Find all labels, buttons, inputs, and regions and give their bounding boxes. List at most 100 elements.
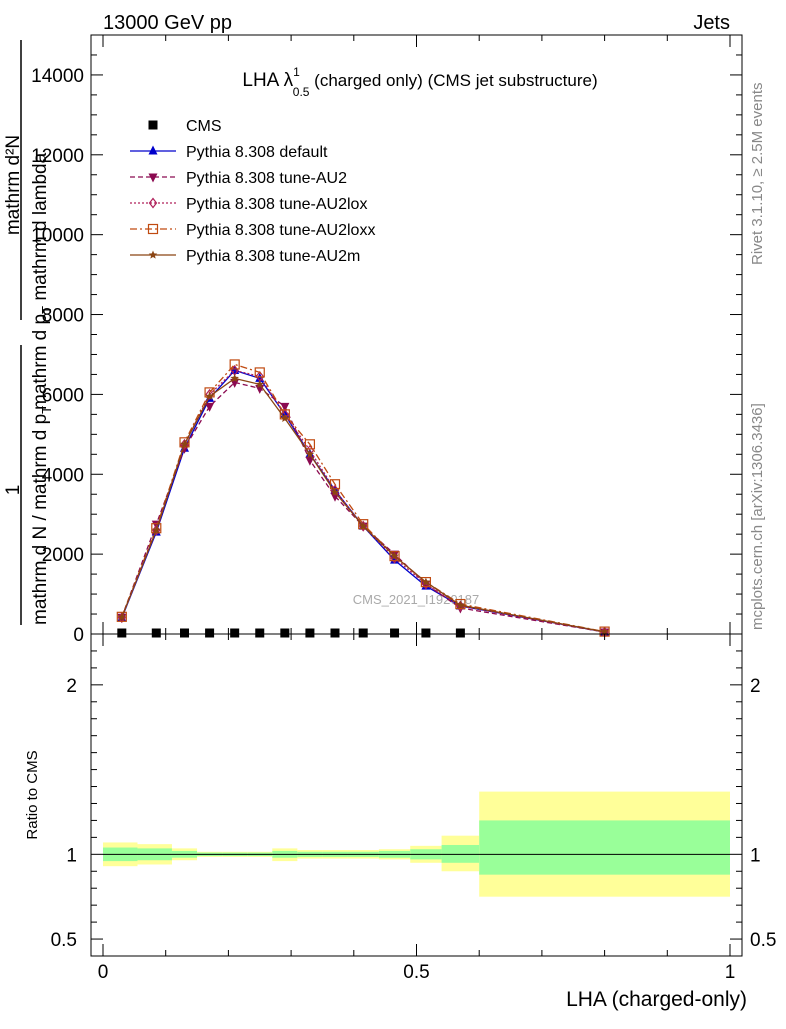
ylabel-denominator-2: mathrm d pT mathrm d lambda xyxy=(30,152,54,410)
data-point xyxy=(254,367,265,378)
data-point xyxy=(117,628,127,638)
legend-label: Pythia 8.308 tune-AU2m xyxy=(186,248,360,265)
title-sup: 1 xyxy=(293,65,300,79)
main-y-tick-label: 8000 xyxy=(42,306,84,327)
data-point xyxy=(151,628,161,638)
main-x-ticks xyxy=(102,35,731,634)
data-point xyxy=(330,487,340,496)
rivet-label: Rivet 3.1.10, ≥ 2.5M events xyxy=(749,83,766,266)
data-point xyxy=(305,449,315,458)
ratio-y-tick-label: 1 xyxy=(66,845,77,866)
data-point xyxy=(421,577,431,586)
data-point xyxy=(255,628,265,638)
main-y-tick-label: 10000 xyxy=(31,226,84,247)
legend-item: CMS xyxy=(148,118,222,135)
legend-item: Pythia 8.308 tune-AU2lox xyxy=(130,196,367,213)
data-point xyxy=(205,402,215,412)
data-point xyxy=(230,373,239,383)
main-y-tick-label: 0 xyxy=(73,625,84,646)
data-point xyxy=(421,628,431,638)
data-point xyxy=(151,523,162,534)
legend-marker xyxy=(148,197,158,209)
data-point xyxy=(280,413,290,422)
data-point xyxy=(455,598,466,610)
series-5 xyxy=(117,373,609,636)
data-point xyxy=(229,359,240,370)
data-point xyxy=(280,628,290,638)
ratio-y-ticks: 0.5 0.5 1 1 2 2 xyxy=(51,650,776,951)
title-lambda: λ xyxy=(284,70,294,91)
main-y-ticks: 0 2000 4000 6000 8000 10000 12000 14000 xyxy=(31,54,742,646)
main-y-tick-label: 12000 xyxy=(31,146,84,167)
ratio-y-tick-label-right: 0.5 xyxy=(750,930,776,951)
header-right: Jets xyxy=(693,12,730,34)
main-y-tick-label: 2000 xyxy=(42,545,84,566)
data-point xyxy=(389,551,400,562)
main-y-tick-label: 14000 xyxy=(31,66,84,87)
x-axis-label: LHA (charged-only) xyxy=(566,988,747,1011)
main-series-group xyxy=(116,359,610,638)
data-point xyxy=(230,628,240,638)
data-point xyxy=(180,628,190,638)
legend-marker xyxy=(148,173,158,183)
data-point xyxy=(420,576,432,588)
legend-marker xyxy=(148,120,158,130)
data-point xyxy=(455,628,465,638)
series-line xyxy=(121,377,605,633)
data-point xyxy=(390,552,399,564)
data-point xyxy=(152,525,161,534)
ratio-y-label: Ratio to CMS xyxy=(24,750,41,839)
data-point xyxy=(255,379,265,389)
title-suffix: (charged only) (CMS jet substructure) xyxy=(309,71,597,90)
data-point xyxy=(205,391,214,401)
data-point xyxy=(205,388,214,400)
ylabel-one: 1 xyxy=(3,485,24,496)
ratio-y-tick-label: 0.5 xyxy=(51,930,77,951)
data-point xyxy=(280,402,290,412)
legend-label: CMS xyxy=(186,118,222,135)
legend: CMS Pythia 8.308 default Pythia 8.308 tune… xyxy=(130,118,375,265)
data-point xyxy=(390,551,399,560)
legend-label: Pythia 8.308 tune-AU2loxx xyxy=(186,222,375,239)
data-point xyxy=(180,439,189,448)
data-point xyxy=(600,627,609,636)
data-point xyxy=(205,628,215,638)
legend-item: Pythia 8.308 default xyxy=(130,144,328,161)
ratio-band-inner xyxy=(479,820,730,875)
legend-item: Pythia 8.308 tune-AU2m xyxy=(130,248,360,265)
title-sub: 0.5 xyxy=(293,85,310,99)
data-point xyxy=(358,519,369,530)
ratio-bands xyxy=(103,791,730,897)
data-point xyxy=(179,437,190,448)
mcplots-label: mcplots.cern.ch [arXiv:1306.3436] xyxy=(749,403,766,630)
data-point xyxy=(305,628,315,638)
legend-label: Pythia 8.308 default xyxy=(186,144,328,161)
main-y-label: 1 mathrm d N / mathrm d pT mathrm d²N ma… xyxy=(3,40,54,625)
title-prefix: LHA xyxy=(242,70,283,91)
ratio-x-tick-label: 1 xyxy=(725,962,736,983)
ratio-x-ticks: 0 0.5 1 xyxy=(98,634,736,983)
legend-marker xyxy=(147,223,159,235)
ylabel-numerator: mathrm d²N xyxy=(3,135,24,235)
legend-item: Pythia 8.308 tune-AU2 xyxy=(130,170,347,187)
data-point xyxy=(390,628,400,638)
main-y-tick-label: 6000 xyxy=(42,385,84,406)
ratio-y-tick-label-right: 1 xyxy=(750,845,761,866)
legend-marker xyxy=(148,250,158,259)
data-point xyxy=(304,439,316,450)
data-point xyxy=(358,521,368,530)
data-point xyxy=(117,612,127,621)
data-point xyxy=(358,628,368,638)
legend-item: Pythia 8.308 tune-AU2loxx xyxy=(130,222,375,239)
legend-marker xyxy=(148,145,158,155)
ylabel-denominator: mathrm d N / mathrm d pT xyxy=(30,406,54,625)
header-left: 13000 GeV pp xyxy=(103,12,232,34)
data-point xyxy=(456,600,465,609)
ratio-y-tick-label-right: 2 xyxy=(750,676,761,697)
data-point xyxy=(116,611,127,622)
ratio-y-tick-label: 2 xyxy=(66,676,77,697)
main-y-tick-label: 4000 xyxy=(42,465,84,486)
data-point xyxy=(305,456,315,466)
ratio-x-tick-label: 0.5 xyxy=(403,962,429,983)
